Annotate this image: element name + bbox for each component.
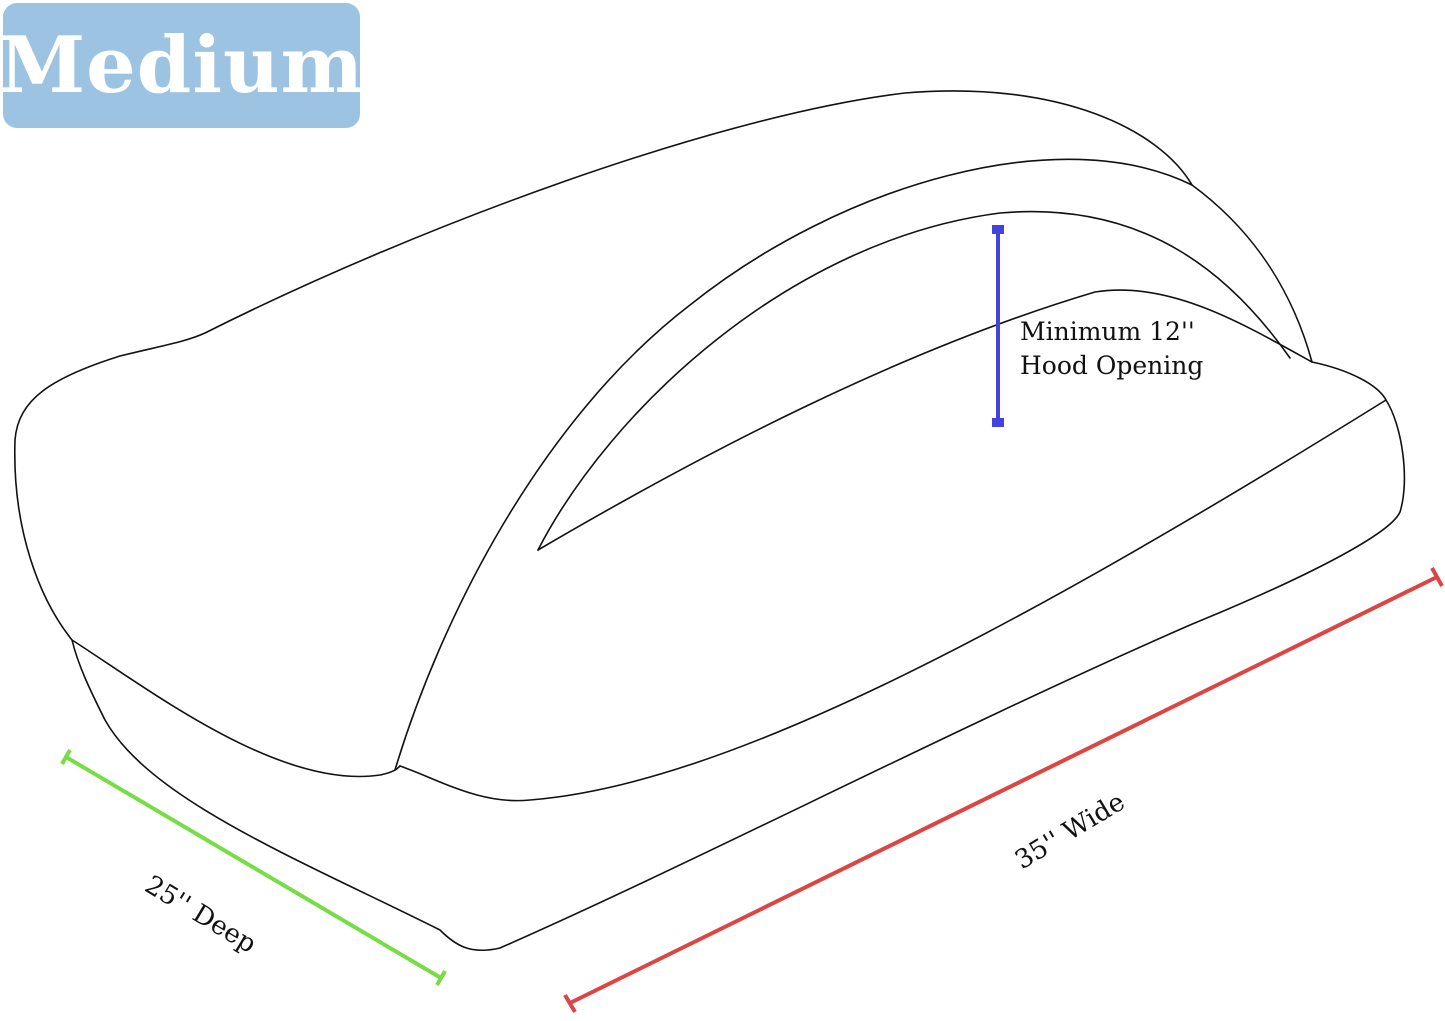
bed-outer-outline bbox=[14, 90, 1406, 952]
hood-label-line2: Hood Opening bbox=[1020, 351, 1204, 380]
size-badge: Medium bbox=[0, 3, 365, 128]
hood-opening-floor bbox=[537, 289, 1313, 551]
size-badge-label: Medium bbox=[0, 20, 365, 111]
hood-label-line1: Minimum 12'' bbox=[1020, 317, 1195, 346]
cushion-front-edge bbox=[399, 399, 1387, 802]
depth-dimension-line bbox=[60, 749, 447, 986]
hood-inner-arc bbox=[537, 210, 1291, 551]
hood-outer-arc bbox=[394, 158, 1193, 771]
side-bolster-seam bbox=[71, 639, 401, 778]
hood-dimension-line bbox=[992, 225, 1004, 427]
width-dimension-line bbox=[563, 567, 1444, 1014]
hood-opening-label: Minimum 12'' Hood Opening bbox=[1020, 315, 1203, 383]
